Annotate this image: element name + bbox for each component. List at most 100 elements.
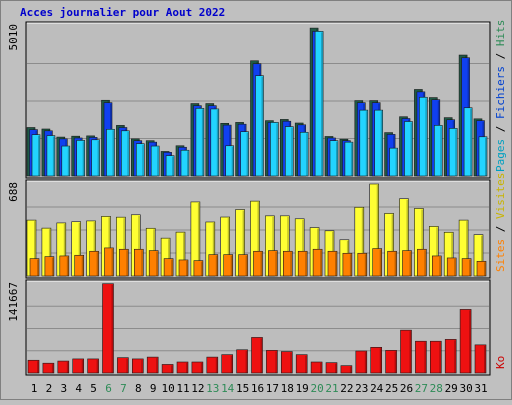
sites-bar-shade xyxy=(454,258,456,276)
sites-bar-shade xyxy=(141,250,143,276)
pages-bar-shade xyxy=(321,32,323,176)
kb-bar xyxy=(429,340,442,374)
kb-bar-shade xyxy=(81,359,84,373)
kb-bar-shade xyxy=(156,358,158,373)
sites-bar xyxy=(44,256,55,277)
sites-bar-shade xyxy=(379,249,382,276)
day-label: 13 xyxy=(206,382,219,395)
day-label: 19 xyxy=(296,382,309,395)
kb-bar xyxy=(474,344,487,374)
kb-bar-shade xyxy=(439,342,441,373)
sites-bar-shade xyxy=(439,256,441,276)
day-label: 20 xyxy=(310,382,323,395)
kb-bar xyxy=(42,362,55,374)
visits-bar-shade xyxy=(451,233,453,276)
day-label: 1 xyxy=(31,382,38,395)
kb-bar xyxy=(310,361,323,374)
sites-bar xyxy=(282,250,293,277)
kb-bar xyxy=(57,360,70,374)
pages-bar-shade xyxy=(82,141,85,176)
pages-bar xyxy=(121,130,130,177)
day-label: 14 xyxy=(221,382,235,395)
visits-bar-shade xyxy=(361,208,364,276)
pages-bar-shade xyxy=(112,130,114,176)
legend-item: Ko xyxy=(494,356,507,369)
legend-item: Sites xyxy=(494,239,507,272)
pages-bar xyxy=(344,141,354,177)
kb-bar-shade xyxy=(364,352,367,373)
visits-bar-shade xyxy=(78,222,81,276)
sites-bar-shade xyxy=(126,250,128,276)
sites-bar-shade xyxy=(335,252,337,276)
kb-bar-shade xyxy=(186,363,188,373)
kb-bar-shade xyxy=(320,363,322,373)
sites-bar-shade xyxy=(111,248,113,276)
kb-bar-shade xyxy=(484,345,486,373)
kb-bar xyxy=(221,354,233,374)
sites-bar xyxy=(223,254,233,277)
pages-bar xyxy=(270,122,279,177)
kb-bar xyxy=(27,359,40,374)
day-labels: 1 2 3 4 5 6 7 8 9 10 11 12 13 14 15 16 17 18 19 20 21 22 23 24 2… xyxy=(31,382,488,395)
pages-bar-shade xyxy=(67,147,70,176)
day-label: 30 xyxy=(459,382,472,395)
kb-bar-shade xyxy=(141,359,143,373)
pages-bar-shade xyxy=(216,109,219,176)
day-label: 5 xyxy=(90,382,97,395)
axis-max-label: 141667 xyxy=(7,282,20,322)
visits-bar-shade xyxy=(376,185,379,276)
pages-bar-shade xyxy=(276,123,278,176)
day-label: 7 xyxy=(120,382,127,395)
sites-bar xyxy=(178,259,189,277)
sites-bar xyxy=(357,252,368,277)
sites-bar-shade xyxy=(200,261,203,276)
kb-bar-shade xyxy=(349,366,352,373)
panel-hits-files-pages: 5010 Pages / Fichiers / Hits xyxy=(7,20,507,179)
pages-bar-shade xyxy=(172,156,174,176)
sites-bar-shade xyxy=(364,254,367,276)
pages-bar-shade xyxy=(470,108,472,176)
pages-bar-shade xyxy=(440,126,442,176)
pages-bar xyxy=(284,126,294,177)
kb-bar xyxy=(176,361,189,374)
sites-bar xyxy=(297,250,308,277)
sites-bar xyxy=(461,258,472,277)
chart-panels: 5010 Pages / Fichiers / Hits 688 Sites / Vi… xyxy=(7,20,507,376)
visits-bar-shade xyxy=(436,227,438,276)
kb-bar-shade xyxy=(215,358,218,373)
sites-bar xyxy=(193,260,204,277)
kb-bar-shade xyxy=(424,342,426,373)
day-label: 18 xyxy=(281,382,294,395)
kb-bar-shade xyxy=(379,348,382,373)
kb-bar xyxy=(280,351,293,374)
pages-bar-shade xyxy=(350,143,353,176)
pages-bar-shade xyxy=(380,111,383,176)
kb-bar-shade xyxy=(37,361,39,373)
pages-bar-shade xyxy=(187,151,189,176)
visits-bar-shade xyxy=(272,216,274,276)
panel-legend: Ko xyxy=(494,356,507,369)
pages-bar-shade xyxy=(201,109,204,176)
pages-bar xyxy=(210,108,220,177)
pages-bar xyxy=(374,109,384,177)
pages-bar-shade xyxy=(306,133,308,176)
day-label: 16 xyxy=(251,382,264,395)
chart-title: Acces journalier pour Aout 2022 xyxy=(20,6,225,19)
pages-bar xyxy=(180,149,190,177)
kb-bar-shade xyxy=(51,364,54,373)
pages-bar-shade xyxy=(410,122,412,176)
pages-bar-shade xyxy=(157,147,159,176)
kb-bar xyxy=(340,365,353,374)
sites-bar xyxy=(74,254,84,277)
day-label: 12 xyxy=(191,382,204,395)
sites-bar xyxy=(119,248,129,277)
pages-bar xyxy=(314,31,324,177)
sites-bar xyxy=(312,248,323,277)
day-label: 27 xyxy=(415,382,428,395)
visits-bar-shade xyxy=(48,229,51,276)
sites-bar-shade xyxy=(37,259,39,276)
sites-bar xyxy=(431,255,442,277)
kb-bar-shade xyxy=(469,310,471,373)
axis-max-label: 5010 xyxy=(7,24,20,51)
